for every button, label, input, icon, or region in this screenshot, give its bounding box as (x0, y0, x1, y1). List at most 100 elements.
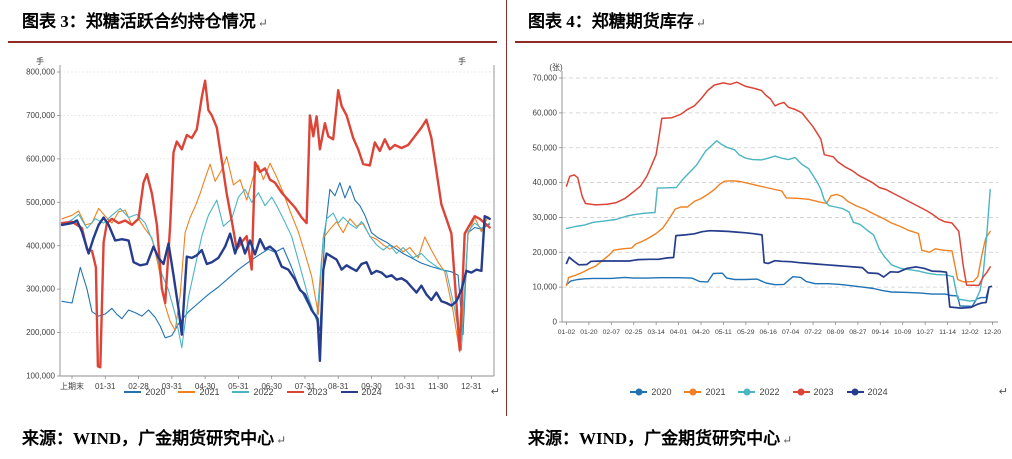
legend-swatch (178, 388, 196, 396)
legend-line-icon (232, 391, 250, 393)
legend-item-2021: 2021 (178, 387, 219, 397)
legend-dot-icon (797, 388, 805, 396)
positions-line-chart: 100,000 200,000 300,000 400,000 500,000 600,0… (26, 56, 495, 391)
y-tick-label: 700,000 (26, 111, 55, 120)
x-tick-label: 07-04 (782, 329, 800, 336)
series-line-2021 (61, 156, 489, 353)
series-line-2020 (565, 272, 990, 308)
series-line-2020 (61, 182, 491, 339)
series-line-2021 (565, 180, 991, 287)
panel-divider (506, 0, 507, 416)
figure-3-title-text: 图表 3：郑糖活跃合约持仓情况 (22, 12, 256, 31)
legend-swatch (846, 388, 864, 396)
series-line-2024 (565, 229, 993, 309)
legend-swatch (684, 388, 702, 396)
figure-4-title: 图表 4：郑糖期货库存 ↵ (528, 7, 706, 32)
x-tick-label: 上期末 (60, 381, 84, 391)
series-line-2023 (565, 81, 991, 287)
legend-swatch (340, 388, 358, 396)
figure-3-title: 图表 3：郑糖活跃合约持仓情况 ↵ (22, 7, 268, 32)
legend-swatch (792, 388, 810, 396)
legend-item-2024: 2024 (340, 387, 382, 397)
y-tick-label: 20,000 (533, 248, 558, 257)
x-tick-label: 04-01 (670, 329, 688, 336)
title-rule (515, 41, 1012, 43)
y-tick-label: 400,000 (26, 241, 55, 250)
x-tick-label: 04-30 (195, 382, 216, 391)
legend-label: 2022 (759, 387, 780, 397)
legend-dot-icon (635, 388, 643, 396)
return-mark-icon: ↵ (782, 433, 793, 447)
positions-chart-legend: 2020 2021 2022 2023 2024 (0, 387, 506, 397)
y-tick-label: 0 (553, 318, 558, 327)
x-tick-label: 05-11 (715, 329, 732, 336)
x-tick-label: 06-30 (261, 382, 282, 391)
legend-label: 2022 (253, 387, 274, 397)
x-tick-label: 12-20 (984, 329, 1002, 336)
series-line-2022 (61, 188, 491, 351)
x-tick-label: 05-31 (228, 382, 249, 391)
legend-label: 2024 (361, 387, 382, 397)
figure-4-source: 来源：WIND，广金期货研究中心 ↵ (528, 424, 792, 449)
figure-4-title-text: 图表 4：郑糖期货库存 (528, 12, 694, 31)
title-rule (8, 41, 497, 43)
legend-dot-icon (689, 388, 697, 396)
x-tick-label: 08-09 (827, 329, 845, 336)
legend-item-2022: 2022 (738, 387, 780, 397)
y-tick-label: 500,000 (26, 198, 55, 207)
legend-item-2024: 2024 (846, 387, 888, 397)
x-tick-label: 07-22 (804, 329, 822, 336)
figure-panel-inventory: 图表 4：郑糖期货库存 ↵ 0 10,000 20,000 30,000 40,000 50… (506, 0, 1012, 459)
series-line-2023 (60, 79, 491, 369)
y-tick-label: 600,000 (26, 154, 55, 163)
legend-label: 2020 (651, 387, 672, 397)
y-axis-unit-label: 手 (36, 56, 44, 66)
legend-swatch (630, 388, 648, 396)
x-tick-label: 11-14 (939, 329, 956, 336)
return-mark-icon: ↵ (257, 16, 268, 30)
legend-label: 2021 (199, 387, 220, 397)
x-tick-label: 10-09 (894, 329, 912, 336)
legend-item-2021: 2021 (684, 387, 725, 397)
x-tick-label: 04-20 (692, 329, 710, 336)
x-tick-label: 07-31 (295, 382, 316, 391)
y-tick-label: 70,000 (533, 74, 558, 83)
figure-panel-positions: 图表 3：郑糖活跃合约持仓情况 ↵ 100,000 200,000 300,000 40… (0, 7, 506, 449)
legend-item-2023: 2023 (792, 387, 834, 397)
figure-3-source: 来源：WIND，广金期货研究中心 ↵ (22, 424, 286, 449)
y-tick-label: 300,000 (26, 285, 55, 294)
return-mark-icon: ↵ (276, 433, 287, 447)
inventory-chart-legend: 2020 2021 2022 2023 2024 (506, 387, 1012, 397)
x-tick-label: 12-31 (461, 382, 482, 391)
figure-4-source-text: 来源：WIND，广金期货研究中心 (528, 429, 781, 448)
x-tick-label: 02-28 (128, 382, 149, 391)
legend-swatch (124, 388, 142, 396)
series-line-2024 (60, 214, 491, 362)
legend-swatch (286, 388, 304, 396)
y-tick-label: 800,000 (26, 68, 55, 77)
legend-swatch (738, 388, 756, 396)
legend-label: 2023 (307, 387, 328, 397)
x-tick-label: 12-02 (961, 329, 979, 336)
y-axis-unit-label-right: 手 (458, 56, 466, 66)
return-mark-icon: ↵ (490, 386, 500, 398)
legend-line-icon (124, 391, 142, 393)
figure-3-source-text: 来源：WIND，广金期货研究中心 (22, 429, 275, 448)
legend-label: 2020 (145, 387, 166, 397)
x-tick-label: 02-07 (603, 329, 621, 336)
y-tick-label: 40,000 (533, 178, 558, 187)
x-tick-label: 06-16 (760, 329, 778, 336)
legend-line-icon (178, 391, 196, 393)
x-tick-label: 01-20 (580, 329, 598, 336)
x-tick-label: 10-27 (916, 329, 934, 336)
legend-label: 2024 (867, 387, 888, 397)
x-tick-label: 03-14 (647, 329, 665, 336)
y-tick-label: 200,000 (26, 328, 55, 337)
inventory-line-chart: 0 10,000 20,000 30,000 40,000 50,000 60,000 70,… (533, 63, 1002, 336)
y-tick-label: 60,000 (533, 108, 558, 117)
x-tick-label: 03-31 (162, 382, 183, 391)
y-tick-label: 50,000 (533, 143, 558, 152)
legend-item-2022: 2022 (232, 387, 274, 397)
legend-line-icon (340, 391, 358, 393)
x-tick-label: 02-25 (625, 329, 643, 336)
